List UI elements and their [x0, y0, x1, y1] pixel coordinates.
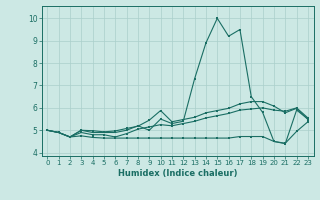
X-axis label: Humidex (Indice chaleur): Humidex (Indice chaleur): [118, 169, 237, 178]
